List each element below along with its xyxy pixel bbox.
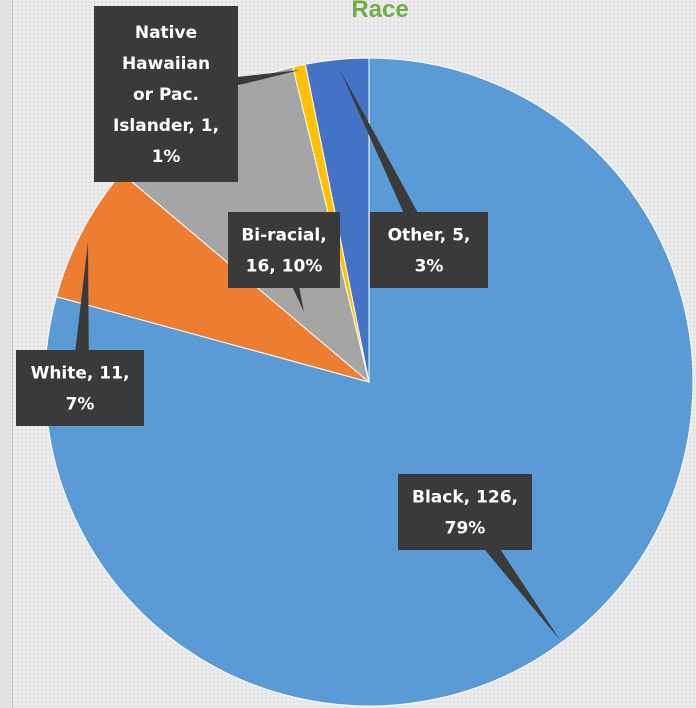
callout-box [398, 474, 532, 550]
data-label-other: Other, 5, 3% [340, 70, 488, 288]
data-label-black: Black, 126, 79% [398, 474, 560, 640]
data-label-text: 79% [445, 519, 486, 539]
data-label-bi-racial: Bi-racial, 16, 10% [228, 212, 340, 312]
data-label-white: White, 11, 7% [16, 242, 144, 426]
callout-box [370, 212, 488, 288]
data-label-text: Hawaiian [122, 54, 210, 74]
data-label-text: or Pac. [133, 85, 199, 105]
window-edge [0, 0, 13, 708]
data-label-text: Islander, 1, [113, 116, 219, 136]
callout-box [228, 212, 340, 288]
data-label-text: White, 11, [31, 364, 130, 384]
callout-pointer [340, 70, 437, 254]
data-label-text: Native [135, 23, 197, 43]
callout-box [16, 350, 144, 426]
data-label-text: 16, 10% [246, 257, 323, 277]
callout-box [94, 6, 238, 182]
data-labels: Black, 126, 79% White, 11, 7% Bi-racial, 16, … [16, 6, 560, 640]
data-label-text: Black, 126, [412, 488, 518, 508]
data-label-text: 3% [415, 257, 444, 277]
data-label-text: Bi-racial, [241, 226, 326, 246]
data-label-text: 1% [152, 147, 181, 167]
data-label-text: Other, 5, [388, 226, 471, 246]
data-label-native-hawaiian-or-pac-islander: Native Hawaiian or Pac. Islander, 1, 1% [94, 6, 300, 182]
chart-title: Race [351, 0, 409, 23]
data-label-text: 7% [66, 395, 95, 415]
